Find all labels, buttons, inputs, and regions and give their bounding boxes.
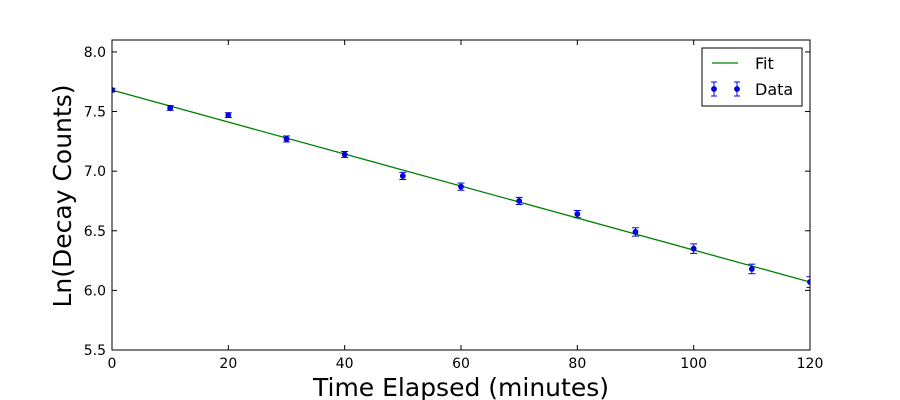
x-tick-label: 100: [680, 356, 707, 372]
data-point: [458, 183, 464, 190]
data-point: [225, 112, 232, 119]
legend-box: [701, 47, 803, 107]
legend: Fit Data: [701, 47, 803, 107]
data-point: [341, 151, 348, 158]
data-point: [283, 136, 290, 142]
data-point: [632, 229, 639, 235]
axis-ticks: 0 20 40 60 80 100 120 5.5 6.0 6.5 7.0 7.5 8.0: [84, 40, 824, 372]
y-tick-label: 6.0: [84, 283, 106, 299]
data-point: [807, 279, 810, 285]
y-tick-label: 7.5: [84, 105, 106, 121]
legend-data-label: Data: [755, 80, 793, 99]
data-point: [167, 105, 174, 111]
plot-inner: [112, 87, 810, 288]
x-axis-label: Time Elapsed (minutes): [312, 373, 609, 400]
x-tick-label: 0: [108, 356, 117, 372]
x-tick-label: 60: [452, 356, 470, 372]
data-point: [574, 211, 581, 217]
legend-data-marker: [711, 86, 717, 92]
x-tick-label: 40: [336, 356, 354, 372]
y-axis-label: Ln(Decay Counts): [48, 85, 77, 308]
y-tick-label: 8.0: [84, 45, 106, 61]
legend-data-marker: [734, 86, 740, 92]
data-point: [516, 198, 523, 204]
x-tick-label: 20: [219, 356, 237, 372]
legend-fit-label: Fit: [755, 54, 774, 73]
x-tick-label: 120: [797, 356, 824, 372]
x-tick-label: 80: [568, 356, 586, 372]
data-point: [399, 173, 406, 179]
data-point: [690, 245, 697, 252]
y-tick-label: 7.0: [84, 164, 106, 180]
data-point: [748, 266, 755, 272]
y-tick-label: 6.5: [84, 224, 106, 240]
y-tick-label: 5.5: [84, 343, 106, 359]
